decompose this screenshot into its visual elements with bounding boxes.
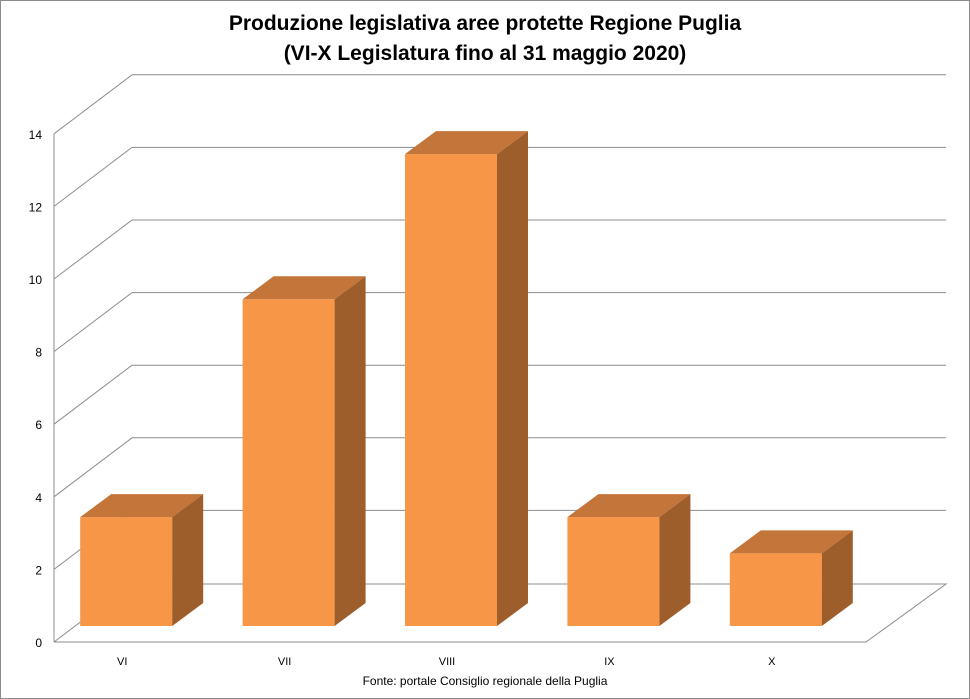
bar-top bbox=[729, 530, 853, 554]
y-tick-label: 4 bbox=[35, 491, 42, 505]
gridline-diagonal bbox=[53, 292, 133, 352]
floor-outline bbox=[54, 583, 948, 643]
x-tick-label: IX bbox=[604, 656, 615, 668]
x-tick-label: VI bbox=[117, 656, 127, 668]
y-tick-label: 12 bbox=[29, 200, 43, 214]
bar-front bbox=[405, 154, 497, 626]
y-tick-label: 6 bbox=[35, 418, 42, 432]
y-tick-label: 14 bbox=[29, 128, 43, 142]
bar-side bbox=[821, 530, 853, 626]
y-tick-label: 10 bbox=[29, 273, 43, 287]
x-tick-label: VII bbox=[278, 656, 291, 668]
bar-front bbox=[567, 517, 660, 626]
bar-top bbox=[242, 276, 366, 300]
y-tick-label: 2 bbox=[35, 563, 42, 577]
gridline-diagonal bbox=[53, 364, 133, 425]
chart-title-line-2: (VI-X Legislatura fino al 31 maggio 2020… bbox=[283, 42, 687, 65]
gridline-diagonal bbox=[53, 437, 133, 498]
bar-front bbox=[729, 553, 822, 626]
y-tick-label: 8 bbox=[35, 346, 42, 360]
gridline-diagonal bbox=[53, 74, 133, 135]
bar-top bbox=[405, 131, 528, 155]
chart-title-line-1: Produzione legislativa aree protette Reg… bbox=[228, 12, 742, 35]
bar-side bbox=[497, 131, 528, 626]
bar-side bbox=[334, 276, 366, 626]
bar-top bbox=[80, 494, 204, 518]
bar-top bbox=[567, 494, 691, 518]
bar-front bbox=[242, 299, 335, 626]
x-tick-label: VIII bbox=[439, 656, 456, 668]
x-tick-label: X bbox=[768, 656, 776, 668]
bar-side bbox=[659, 494, 691, 626]
chart-source-note: Fonte: portale Consiglio regionale della… bbox=[362, 674, 608, 688]
chart-title: Produzione legislativa aree protette Reg… bbox=[1, 9, 969, 69]
gridline-diagonal bbox=[53, 219, 133, 280]
gridline-diagonal bbox=[53, 147, 133, 207]
bar-side bbox=[172, 494, 204, 626]
bar-front bbox=[80, 517, 173, 626]
y-tick-label: 0 bbox=[35, 636, 42, 650]
